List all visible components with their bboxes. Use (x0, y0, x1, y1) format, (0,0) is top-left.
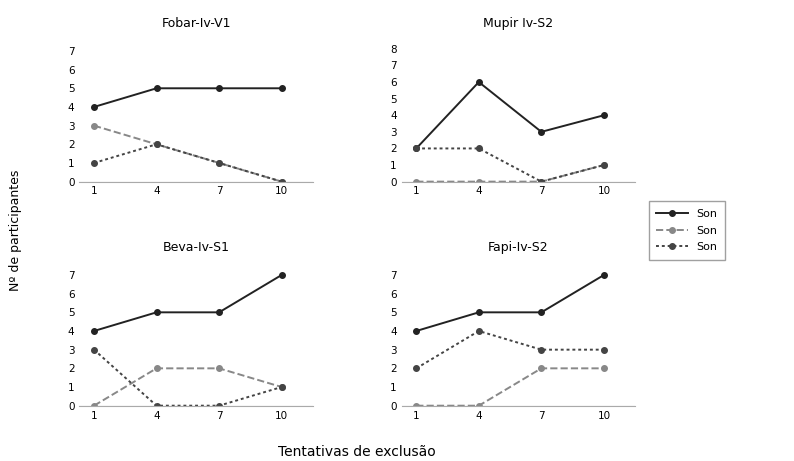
Text: Nº de participantes: Nº de participantes (10, 170, 22, 291)
Title: Fobar-Iv-V1: Fobar-Iv-V1 (161, 17, 231, 30)
Legend: Son, Son, Son: Son, Son, Son (649, 201, 725, 260)
Title: Beva-Iv-S1: Beva-Iv-S1 (163, 241, 229, 254)
Title: Fapi-Iv-S2: Fapi-Iv-S2 (488, 241, 549, 254)
Title: Mupir Iv-S2: Mupir Iv-S2 (484, 17, 553, 30)
Text: Tentativas de exclusão: Tentativas de exclusão (279, 445, 436, 459)
